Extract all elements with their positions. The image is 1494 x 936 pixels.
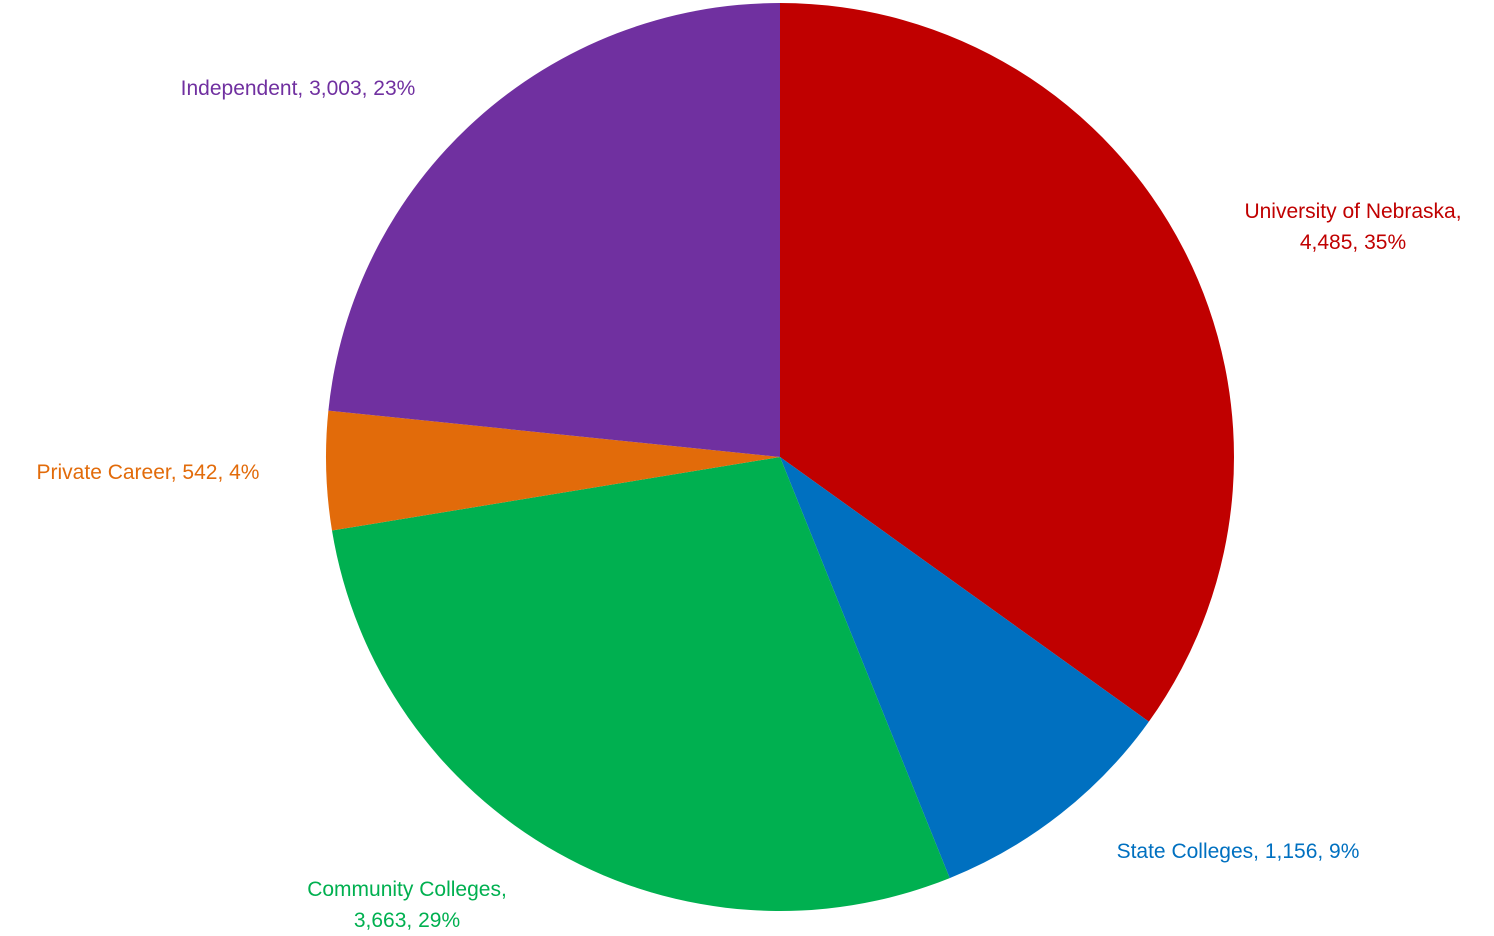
pie-slice (780, 3, 1234, 722)
data-label: University of Nebraska, 4,485, 35% (1244, 200, 1461, 254)
data-label-line: State Colleges, 1,156, 9% (1117, 840, 1360, 863)
data-label-line: Private Career, 542, 4% (37, 461, 260, 484)
data-label-line: University of Nebraska, (1244, 200, 1461, 223)
pie-slice (332, 457, 950, 911)
data-label-line: 4,485, 35% (1300, 231, 1406, 254)
pie-slice (780, 457, 1149, 879)
data-label: Independent, 3,003, 23% (181, 77, 416, 100)
data-label-line: Independent, 3,003, 23% (181, 77, 416, 100)
pie-labels: University of Nebraska, 4,485, 35% State C… (37, 77, 1462, 932)
data-label: Community Colleges, 3,663, 29% (307, 878, 507, 932)
data-label-line: 3,663, 29% (354, 909, 460, 932)
pie-slice (328, 3, 780, 457)
data-label: Private Career, 542, 4% (37, 461, 260, 484)
pie-slices (325, 3, 1234, 911)
data-label-line: Community Colleges, (307, 878, 507, 901)
pie-slice (325, 410, 780, 531)
data-label: State Colleges, 1,156, 9% (1117, 840, 1360, 863)
